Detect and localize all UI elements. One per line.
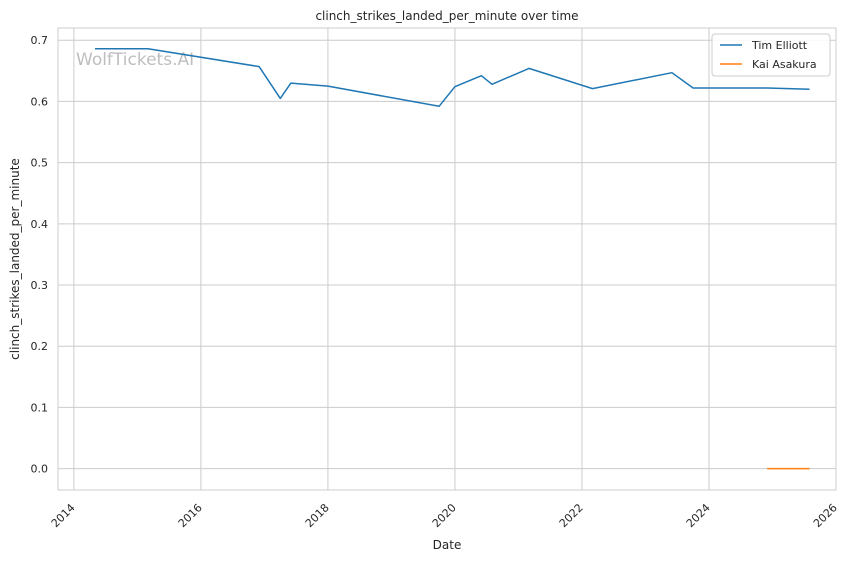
series-line-tim-elliott xyxy=(95,48,810,108)
y-tick-label: 0.1 xyxy=(31,401,49,414)
y-tick-label: 0.3 xyxy=(31,279,49,292)
grid-lines xyxy=(58,28,837,490)
x-tick-label: 2014 xyxy=(49,501,78,530)
y-tick-label: 0.2 xyxy=(31,340,49,353)
y-tick-label: 0.4 xyxy=(31,218,49,231)
x-tick-label: 2024 xyxy=(684,501,713,530)
y-tick-label: 0.7 xyxy=(31,34,49,47)
y-tick-label: 0.5 xyxy=(31,157,49,170)
x-tick-label: 2018 xyxy=(303,501,332,530)
legend: Tim Elliott Kai Asakura xyxy=(711,33,831,77)
tick-labels: 0.0 0.1 0.2 0.3 0.4 0.5 0.6 0.7 2014 2016 2018 2020… xyxy=(31,34,840,530)
legend-label: Kai Asakura xyxy=(752,58,817,71)
legend-label: Tim Elliott xyxy=(751,39,808,52)
x-tick-label: 2020 xyxy=(430,501,459,530)
y-axis-label: clinch_strikes_landed_per_minute xyxy=(8,158,22,360)
x-tick-label: 2016 xyxy=(176,501,205,530)
y-tick-label: 0.0 xyxy=(31,463,49,476)
x-tick-label: 2022 xyxy=(557,501,586,530)
plot-frame xyxy=(57,27,837,491)
y-tick-label: 0.6 xyxy=(31,95,49,108)
series-lines xyxy=(95,48,810,470)
x-axis-label: Date xyxy=(433,538,462,552)
x-tick-label: 2026 xyxy=(811,501,840,530)
chart-title: clinch_strikes_landed_per_minute over ti… xyxy=(315,9,578,23)
watermark: WolfTickets.AI xyxy=(76,50,194,70)
